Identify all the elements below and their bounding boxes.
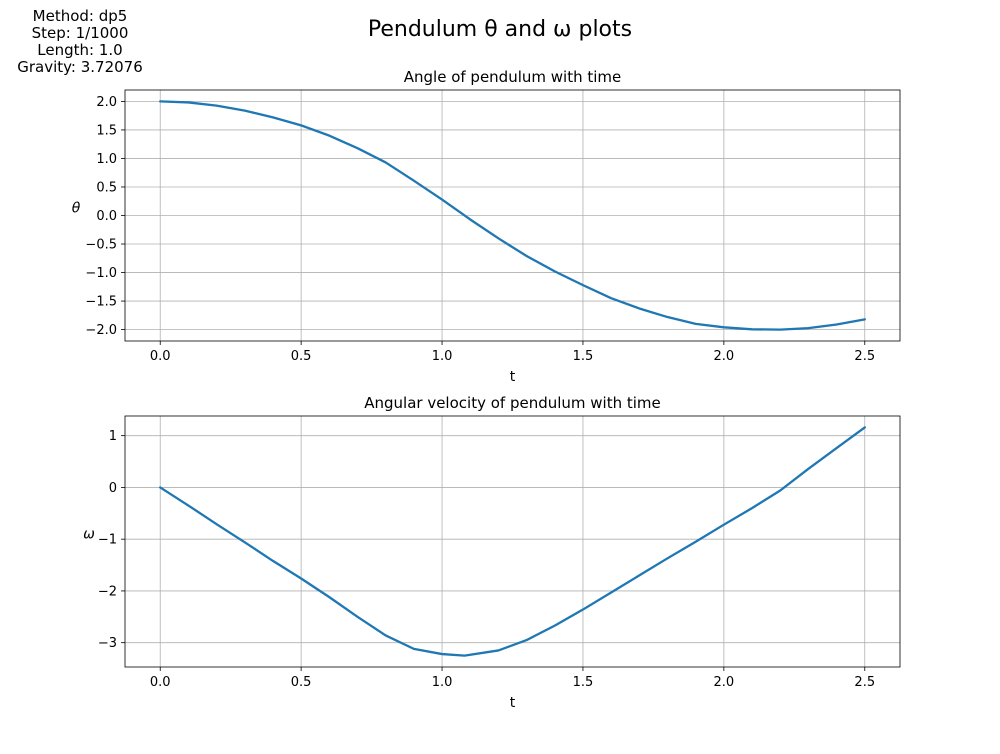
axes-frame	[124, 415, 901, 668]
x-axis-label: t	[510, 369, 516, 385]
x-tick-label: 1.5	[573, 675, 594, 690]
y-axis-label: ω	[83, 527, 95, 543]
x-tick-label: 2.0	[714, 675, 735, 690]
angle-chart: 0.0 0.5 1.0 1.5 2.0 2.5 2.0 1.5 1.0 0.5 0.0 −0.5 −1.…	[72, 68, 901, 385]
y-tick-label: −2	[98, 584, 117, 599]
y-axis-label: θ	[72, 201, 81, 217]
axes-frame	[124, 89, 901, 342]
series-line	[159, 100, 866, 331]
parameter-info: Method: dp5 Step: 1/1000 Length: 1.0 Gra…	[0, 8, 160, 76]
y-tick-label: −1.5	[85, 295, 117, 310]
chart-title: Angle of pendulum with time	[404, 68, 622, 86]
x-tick-label: 2.0	[714, 349, 735, 364]
y-tick-label: 0	[109, 481, 117, 496]
info-length: Length: 1.0	[37, 41, 123, 59]
y-tick-label: 1.5	[96, 123, 117, 138]
info-method: Method: dp5	[32, 7, 128, 25]
figure-title: Pendulum θ and ω plots	[368, 17, 632, 42]
x-tick-label: 0.5	[291, 675, 312, 690]
y-tick-label: 1.0	[96, 152, 117, 167]
y-tick-label: −1.0	[85, 266, 117, 281]
x-tick-label: 2.5	[854, 675, 875, 690]
series-line	[159, 426, 866, 657]
y-tick-label: −2.0	[85, 323, 117, 338]
y-tick-label: 1	[109, 429, 117, 444]
y-tick-label: −1	[98, 533, 117, 548]
chart-title: Angular velocity of pendulum with time	[364, 394, 661, 412]
x-tick-label: 1.5	[573, 349, 594, 364]
y-tick-label: 2.0	[96, 95, 117, 110]
x-tick-label: 1.0	[432, 675, 453, 690]
x-tick-label: 2.5	[854, 349, 875, 364]
y-tick-label: −0.5	[85, 238, 117, 253]
y-tick-label: −3	[98, 636, 117, 651]
info-step: Step: 1/1000	[31, 24, 129, 42]
x-tick-label: 1.0	[432, 349, 453, 364]
info-gravity: Gravity: 3.72076	[17, 58, 143, 76]
x-tick-label: 0.0	[150, 675, 171, 690]
angular-velocity-chart: 0.0 0.5 1.0 1.5 2.0 2.5 1 0 −1 −2 −3 Angular veloci…	[83, 394, 901, 711]
x-tick-label: 0.5	[291, 349, 312, 364]
y-tick-label: 0.0	[96, 209, 117, 224]
x-tick-label: 0.0	[150, 349, 171, 364]
y-tick-label: 0.5	[96, 180, 117, 195]
x-axis-label: t	[510, 695, 516, 711]
